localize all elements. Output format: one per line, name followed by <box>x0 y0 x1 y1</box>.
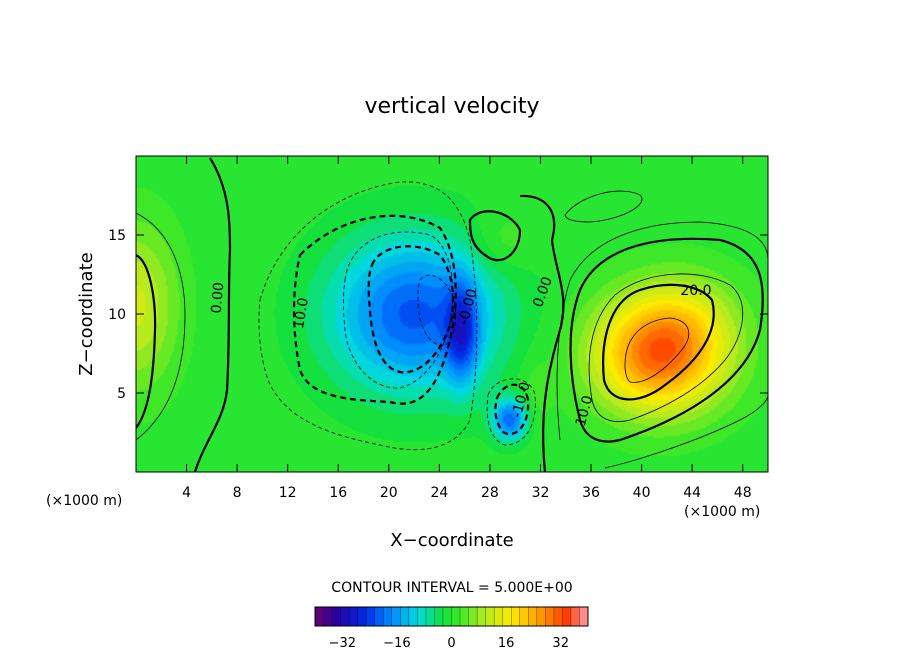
contour-label: 10.0 <box>291 297 312 330</box>
colorbar-band <box>502 607 512 626</box>
y-axis-label: Z−coordinate <box>76 252 97 375</box>
colorbar-band <box>477 607 487 626</box>
x-tick-label: 12 <box>279 485 297 501</box>
contour-left-boundary-positive <box>136 254 157 429</box>
colorbar-band <box>451 607 461 626</box>
colorbar-band <box>374 607 384 626</box>
x-tick-label: 36 <box>582 485 600 501</box>
y-tick-label: 10 <box>108 307 126 323</box>
x-unit-left: (×1000 m) <box>46 493 122 509</box>
x-tick-label: 28 <box>481 485 499 501</box>
contour-label: 20.0 <box>680 283 711 299</box>
x-tick-label: 32 <box>532 485 550 501</box>
x-tick-label: 24 <box>430 485 448 501</box>
colorbar-ticks: −32 −16 0 16 32 <box>329 636 569 651</box>
x-unit-right: (×1000 m) <box>684 504 760 520</box>
contour-interval-text: CONTOUR INTERVAL = 5.000E+00 <box>331 580 572 596</box>
contour-minus5 <box>258 181 478 451</box>
contour-5-bottom-right <box>604 394 768 469</box>
colorbar-band <box>340 607 350 626</box>
colorbar-band <box>536 607 546 626</box>
colorbar-band <box>391 607 401 626</box>
x-axis-label: X−coordinate <box>390 530 513 551</box>
x-axis-ticks: 4 8 12 16 20 24 28 32 36 40 44 48 <box>182 156 752 501</box>
x-tick-label: 44 <box>683 485 701 501</box>
colorbar-tick-label: −16 <box>383 636 410 651</box>
colorbar-band <box>400 607 410 626</box>
colorbar-band <box>468 607 478 626</box>
colorbar-band <box>323 607 333 626</box>
contour-label: 10.0 <box>573 394 597 428</box>
contour-minus15 <box>343 231 454 389</box>
colorbar-band <box>511 607 521 626</box>
colorbar-band <box>519 607 529 626</box>
colorbar-band <box>366 607 376 626</box>
colorbar-band <box>383 607 393 626</box>
contour-zero-top-center <box>468 210 522 262</box>
contour-minus10 <box>292 214 457 405</box>
contour-label: 0.00 <box>209 282 228 314</box>
x-tick-label: 20 <box>380 485 398 501</box>
contour-5-left <box>136 212 186 441</box>
colorbar-band <box>545 607 555 626</box>
contour-25 <box>624 317 690 383</box>
x-tick-label: 40 <box>633 485 651 501</box>
colorbar-band <box>315 607 325 626</box>
contour-5-right <box>556 221 768 441</box>
contour-10-right <box>569 237 764 443</box>
colorbar-tick-label: 16 <box>498 636 515 651</box>
colorbar-tick-label: 0 <box>447 636 455 651</box>
contour-zero-right <box>519 194 565 472</box>
colorbar-band <box>494 607 504 626</box>
colorbar-band <box>570 607 580 626</box>
colorbar-band <box>425 607 435 626</box>
x-tick-label: 48 <box>734 485 752 501</box>
contour-zero-left <box>193 157 232 472</box>
colorbar-tick-label: 32 <box>552 636 569 651</box>
contour-minus10-lower <box>494 383 530 436</box>
contour-5-top-right <box>564 190 643 223</box>
colorbar-band <box>460 607 470 626</box>
x-tick-label: 8 <box>233 485 242 501</box>
colorbar-band <box>528 607 538 626</box>
colorbar-bands <box>314 607 589 626</box>
colorbar-band <box>349 607 359 626</box>
colorbar-band <box>562 607 572 626</box>
colorbar-band <box>408 607 418 626</box>
colorbar-band <box>434 607 444 626</box>
contour-minus5-lower <box>486 378 536 446</box>
colorbar-band <box>357 607 367 626</box>
contour-20 <box>602 283 715 401</box>
chart-title: vertical velocity <box>364 94 539 119</box>
contour-lines <box>136 157 768 472</box>
colorbar-tick-label: −32 <box>329 636 356 651</box>
x-tick-label: 16 <box>329 485 347 501</box>
y-tick-label: 5 <box>117 386 126 402</box>
y-axis-ticks: 5 10 15 <box>108 228 768 402</box>
colorbar-band <box>579 607 589 626</box>
y-tick-label: 15 <box>108 228 126 244</box>
contour-minus20 <box>367 245 455 374</box>
colorbar-frame <box>314 606 589 627</box>
x-tick-label: 4 <box>182 485 191 501</box>
colorbar-band <box>485 607 495 626</box>
colorbar-band <box>417 607 427 626</box>
velocity-field <box>136 156 768 472</box>
colorbar-band <box>332 607 342 626</box>
contour-labels: 0.00 10.0 -0.00 0.00 20.010.0-10.0 <box>209 275 712 428</box>
contour-15 <box>588 273 744 422</box>
colorbar-band <box>442 607 452 626</box>
colorbar-band <box>553 607 563 626</box>
contour-minus30 <box>417 275 457 347</box>
